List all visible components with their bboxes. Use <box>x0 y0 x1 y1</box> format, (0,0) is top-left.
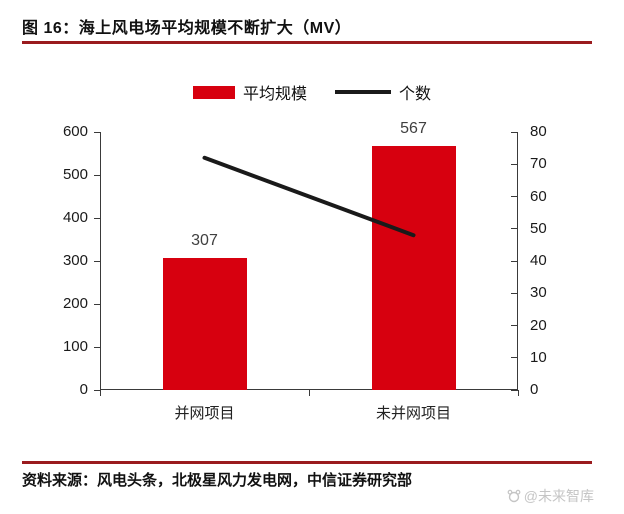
right-axis-tick-label: 40 <box>530 252 547 269</box>
right-axis-tick-label: 70 <box>530 155 547 173</box>
right-axis-tick <box>511 163 518 165</box>
left-axis-tick-label: 0 <box>79 381 88 398</box>
right-axis-tick <box>511 325 518 326</box>
watermark-text: @未来智库 <box>523 488 594 504</box>
bar-value-label: 307 <box>191 231 218 249</box>
x-axis-tick <box>517 390 519 396</box>
category-label-未并网项目: 未并网项目 <box>375 405 451 422</box>
left-axis-tick <box>94 217 100 219</box>
bar-并网项目 <box>163 257 247 390</box>
right-axis-tick <box>511 131 518 133</box>
x-axis-line <box>100 389 518 390</box>
left-axis-tick <box>94 260 100 262</box>
bar-series-swatch <box>192 85 235 99</box>
left-axis-tick <box>94 346 100 348</box>
line-series-swatch <box>335 90 391 94</box>
count-line-series <box>202 155 416 238</box>
right-axis-tick-label: 20 <box>530 316 547 334</box>
left-axis-tick-label: 400 <box>62 209 88 226</box>
left-axis-tick <box>94 303 100 305</box>
x-axis-tick <box>308 390 310 396</box>
left-axis-tick-label: 100 <box>62 338 88 355</box>
right-axis-tick <box>511 292 518 294</box>
chart-legend: 平均规模 个数 <box>0 80 624 104</box>
right-axis-tick <box>511 389 518 391</box>
left-axis-tick-label: 300 <box>62 252 88 269</box>
category-label-并网项目: 并网项目 <box>174 405 235 422</box>
title-divider <box>22 41 592 44</box>
plot-area: 0 100 200 300 400 500 600 0 10 20 30 40 50 60 70 80 307 并… <box>63 120 547 422</box>
watermark-logo-icon <box>507 489 521 503</box>
right-axis-tick <box>511 196 518 197</box>
right-axis-tick-label: 30 <box>530 284 547 302</box>
legend-item-bar-series: 平均规模 <box>192 80 307 104</box>
source-note: 资料来源：风电头条，北极星风力发电网，中信证券研究部 <box>22 472 413 489</box>
left-axis-tick-label: 600 <box>62 123 88 140</box>
right-axis-tick-label: 60 <box>530 187 547 205</box>
left-axis-tick-label: 500 <box>62 166 88 183</box>
legend-label-bar-series: 平均规模 <box>242 86 307 103</box>
right-axis-tick-label: 50 <box>530 219 547 237</box>
right-axis-tick-label: 80 <box>530 123 547 140</box>
left-axis-line <box>100 132 101 390</box>
left-axis-tick <box>94 174 100 176</box>
right-axis-tick-label: 0 <box>530 381 539 398</box>
figure-title: 图 16：海上风电场平均规模不断扩大（MV） <box>22 20 352 37</box>
count-line-path <box>202 155 416 238</box>
watermark: @未来智库 <box>507 486 594 506</box>
left-axis-tick <box>94 389 100 391</box>
legend-item-line-series: 个数 <box>335 80 431 104</box>
right-axis-tick-label: 10 <box>530 348 547 366</box>
left-axis-tick-label: 200 <box>62 295 88 312</box>
right-axis-tick <box>511 260 518 262</box>
left-axis-tick <box>94 131 100 133</box>
right-axis-tick <box>511 228 518 230</box>
footer-divider <box>22 461 592 464</box>
x-axis-tick <box>99 390 101 396</box>
right-axis-tick <box>511 357 518 359</box>
legend-label-line-series: 个数 <box>399 86 432 103</box>
bar-未并网项目 <box>372 146 456 390</box>
bar-value-label: 567 <box>400 120 427 138</box>
